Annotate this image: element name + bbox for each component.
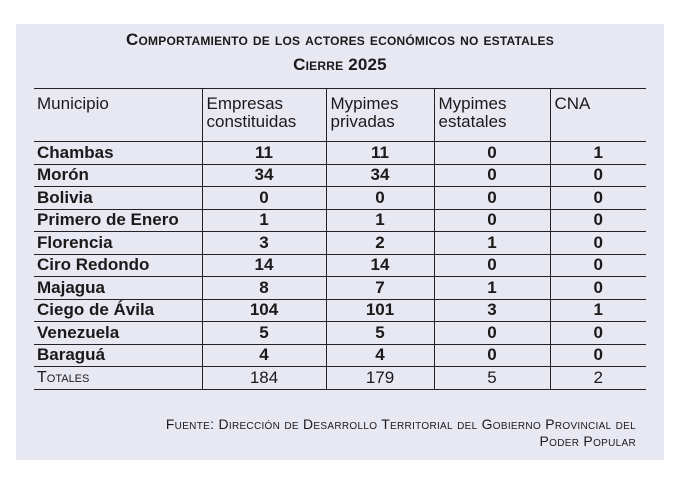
table-row: Florencia 3 2 1 0 [34,231,646,254]
cell-mypimes-estatales: 0 [433,186,550,209]
cell-mypimes-privadas: 11 [325,141,434,164]
cell-cna: 0 [549,186,646,209]
cell-mypimes-privadas: 4 [325,344,434,367]
cell-municipio: Florencia [37,232,113,252]
cell-cna: 1 [549,141,646,164]
cell-empresas: 8 [201,276,326,299]
cell-municipio: Venezuela [37,322,120,342]
data-table: Municipio Empresas constituidas Mypimes … [34,88,646,390]
cell-empresas: 3 [201,231,326,254]
header-cna: CNA [549,88,646,142]
cell-mypimes-estatales: 1 [433,276,550,299]
cell-mypimes-privadas: 14 [325,254,434,277]
cell-cna: 0 [549,321,646,344]
header-mypimes-privadas: Mypimes privadas [325,88,434,142]
cell-mypimes-estatales: 0 [433,164,550,187]
total-cna: 2 [549,366,646,389]
cell-mypimes-privadas: 5 [325,321,434,344]
cell-empresas: 14 [201,254,326,277]
cell-mypimes-privadas: 101 [325,299,434,322]
header-mypimes-estatales: Mypimes estatales [433,88,550,142]
header-municipio: Municipio [37,94,109,113]
cell-mypimes-privadas: 7 [325,276,434,299]
cell-mypimes-privadas: 2 [325,231,434,254]
cell-empresas: 104 [201,299,326,322]
cell-mypimes-estatales: 3 [433,299,550,322]
table-row: Majagua 8 7 1 0 [34,276,646,299]
table-subtitle: Cierre 2025 [293,55,387,74]
cell-empresas: 1 [201,209,326,232]
cell-cna: 0 [549,344,646,367]
cell-mypimes-estatales: 0 [433,344,550,367]
table-row: Morón 34 34 0 0 [34,164,646,187]
cell-empresas: 4 [201,344,326,367]
table-title: Comportamiento de los actores económicos… [126,30,554,49]
cell-mypimes-estatales: 0 [433,321,550,344]
cell-cna: 0 [549,231,646,254]
source-note: Fuente: Dirección de Desarrollo Territor… [36,416,636,450]
table-row: Venezuela 5 5 0 0 [34,321,646,344]
cell-municipio: Majagua [37,277,106,297]
cell-municipio: Chambas [37,142,114,162]
cell-cna: 1 [549,299,646,322]
source-line-1: Fuente: Dirección de Desarrollo Territor… [165,416,636,432]
cell-mypimes-estatales: 0 [433,209,550,232]
total-empresas: 184 [201,366,326,389]
table-row: Baraguá 4 4 0 0 [34,344,646,367]
cell-cna: 0 [549,276,646,299]
header-row: Municipio Empresas constituidas Mypimes … [34,88,646,142]
cell-cna: 0 [549,209,646,232]
cell-cna: 0 [549,164,646,187]
cell-mypimes-estatales: 0 [433,141,550,164]
cell-mypimes-privadas: 1 [325,209,434,232]
cell-municipio: Primero de Enero [37,210,179,230]
table-row: Ciego de Ávila 104 101 3 1 [34,299,646,322]
cell-municipio: Ciro Redondo [37,255,150,275]
cell-empresas: 11 [201,141,326,164]
total-mypimes-estatales: 5 [433,366,550,389]
cell-mypimes-estatales: 1 [433,231,550,254]
cell-cna: 0 [549,254,646,277]
cell-municipio: Bolivia [37,187,93,207]
cell-municipio: Baraguá [37,345,106,365]
table-panel: Comportamiento de los actores económicos… [16,24,664,460]
cell-mypimes-estatales: 0 [433,254,550,277]
header-empresas: Empresas constituidas [201,88,326,142]
total-mypimes-privadas: 179 [325,366,434,389]
table-row: Ciro Redondo 14 14 0 0 [34,254,646,277]
table-row: Bolivia 0 0 0 0 [34,186,646,209]
cell-mypimes-privadas: 34 [325,164,434,187]
source-line-2: Poder Popular [539,433,636,449]
cell-mypimes-privadas: 0 [325,186,434,209]
table-row: Primero de Enero 1 1 0 0 [34,209,646,232]
cell-empresas: 0 [201,186,326,209]
cell-empresas: 34 [201,164,326,187]
cell-municipio: Ciego de Ávila [37,300,155,320]
cell-municipio: Morón [37,165,89,185]
totals-label: Totales [37,368,90,386]
cell-empresas: 5 [201,321,326,344]
table-row: Chambas 11 11 0 1 [34,141,646,164]
totals-row: Totales 184 179 5 2 [34,366,646,389]
